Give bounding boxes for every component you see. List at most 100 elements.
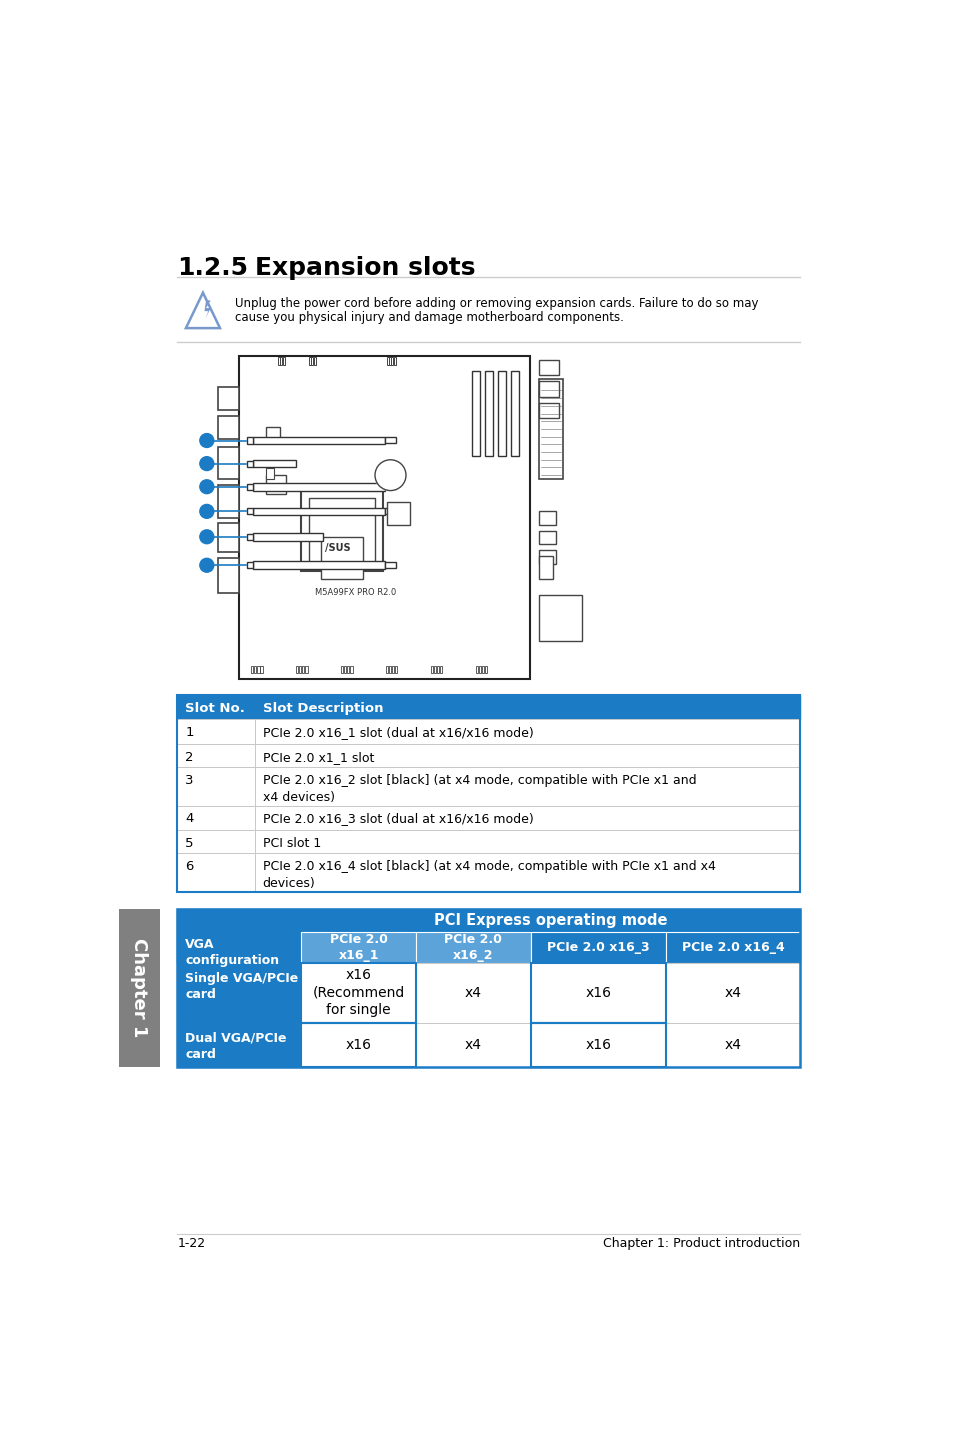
Text: Expansion slots: Expansion slots [254, 256, 475, 280]
FancyBboxPatch shape [266, 427, 280, 440]
Text: Single VGA/PCIe
card: Single VGA/PCIe card [185, 972, 298, 1001]
FancyBboxPatch shape [119, 173, 858, 1280]
FancyBboxPatch shape [177, 1022, 800, 1067]
Text: PCIe 2.0
x16_2: PCIe 2.0 x16_2 [444, 933, 502, 962]
FancyBboxPatch shape [538, 594, 581, 641]
FancyBboxPatch shape [385, 483, 395, 489]
Text: 4: 4 [185, 812, 193, 825]
Text: x16
(Recommend
for single: x16 (Recommend for single [313, 968, 404, 1017]
FancyBboxPatch shape [253, 483, 385, 490]
FancyBboxPatch shape [177, 695, 800, 719]
Text: PCI slot 1: PCI slot 1 [262, 837, 320, 850]
Text: PCI Express operating mode: PCI Express operating mode [434, 913, 667, 928]
FancyBboxPatch shape [253, 561, 385, 569]
FancyBboxPatch shape [253, 533, 323, 541]
Text: x4: x4 [464, 985, 481, 999]
FancyBboxPatch shape [538, 512, 556, 525]
FancyBboxPatch shape [472, 371, 479, 456]
FancyBboxPatch shape [177, 830, 800, 853]
FancyBboxPatch shape [301, 1022, 416, 1067]
FancyBboxPatch shape [538, 360, 558, 375]
FancyBboxPatch shape [177, 719, 800, 743]
Text: 1: 1 [185, 726, 193, 739]
FancyBboxPatch shape [217, 416, 239, 439]
FancyBboxPatch shape [177, 766, 800, 805]
Text: PCIe 2.0
x16_1: PCIe 2.0 x16_1 [330, 933, 387, 962]
FancyBboxPatch shape [665, 1022, 800, 1067]
FancyBboxPatch shape [217, 485, 239, 518]
Circle shape [375, 460, 406, 490]
Text: 1: 1 [203, 436, 210, 446]
FancyBboxPatch shape [217, 447, 239, 479]
FancyBboxPatch shape [385, 562, 395, 568]
Text: 6: 6 [185, 860, 193, 873]
Circle shape [199, 558, 213, 572]
FancyBboxPatch shape [177, 962, 800, 1022]
Text: 1.2.5: 1.2.5 [177, 256, 248, 280]
Text: 3: 3 [185, 774, 193, 787]
FancyBboxPatch shape [385, 437, 395, 443]
Text: x4: x4 [723, 1038, 740, 1053]
Text: PCIe 2.0 x1_1 slot: PCIe 2.0 x1_1 slot [262, 751, 374, 764]
FancyBboxPatch shape [484, 371, 493, 456]
Text: PCIe 2.0 x16_3: PCIe 2.0 x16_3 [546, 940, 649, 953]
Text: /SUS: /SUS [324, 544, 350, 554]
Text: 2: 2 [185, 751, 193, 764]
Text: PCIe 2.0 x16_4: PCIe 2.0 x16_4 [681, 940, 783, 953]
Text: Chapter 1: Chapter 1 [131, 939, 149, 1038]
Text: Chapter 1: Product introduction: Chapter 1: Product introduction [602, 1238, 800, 1251]
Text: Unplug the power cord before adding or removing expansion cards. Failure to do s: Unplug the power cord before adding or r… [235, 298, 759, 311]
FancyBboxPatch shape [247, 483, 253, 490]
FancyBboxPatch shape [386, 502, 410, 525]
Text: PCIe 2.0 x16_1 slot (dual at x16/x16 mode): PCIe 2.0 x16_1 slot (dual at x16/x16 mod… [262, 726, 533, 739]
FancyBboxPatch shape [253, 460, 295, 467]
FancyBboxPatch shape [385, 508, 395, 513]
Text: cause you physical injury and damage motherboard components.: cause you physical injury and damage mot… [235, 311, 623, 324]
FancyBboxPatch shape [217, 558, 239, 592]
FancyBboxPatch shape [177, 805, 800, 830]
FancyBboxPatch shape [217, 387, 239, 410]
FancyBboxPatch shape [177, 932, 800, 962]
Text: M5A99FX PRO R2.0: M5A99FX PRO R2.0 [314, 588, 395, 597]
FancyBboxPatch shape [247, 508, 253, 515]
FancyBboxPatch shape [665, 962, 800, 1022]
FancyBboxPatch shape [239, 355, 530, 679]
Text: x4: x4 [723, 985, 740, 999]
FancyBboxPatch shape [511, 371, 518, 456]
Text: Slot Description: Slot Description [262, 702, 383, 715]
Text: 6: 6 [203, 561, 210, 571]
FancyBboxPatch shape [320, 536, 363, 580]
FancyBboxPatch shape [247, 533, 253, 539]
Text: 2: 2 [203, 459, 210, 469]
FancyBboxPatch shape [266, 469, 274, 479]
FancyBboxPatch shape [177, 909, 301, 962]
Text: 4: 4 [203, 506, 210, 516]
FancyBboxPatch shape [416, 932, 530, 962]
FancyBboxPatch shape [217, 523, 239, 552]
FancyBboxPatch shape [177, 1022, 301, 1067]
Text: Slot No.: Slot No. [185, 702, 245, 715]
Text: PCIe 2.0 x16_2 slot [black] (at x4 mode, compatible with PCIe x1 and
x4 devices): PCIe 2.0 x16_2 slot [black] (at x4 mode,… [262, 774, 696, 804]
Text: 5: 5 [203, 532, 210, 542]
Text: x4: x4 [464, 1038, 481, 1053]
FancyBboxPatch shape [530, 962, 665, 1022]
FancyBboxPatch shape [177, 962, 301, 1022]
FancyBboxPatch shape [538, 531, 556, 545]
FancyBboxPatch shape [247, 460, 253, 467]
FancyBboxPatch shape [301, 962, 416, 1022]
FancyBboxPatch shape [266, 475, 286, 495]
FancyBboxPatch shape [177, 853, 800, 892]
FancyBboxPatch shape [309, 499, 375, 564]
Text: PCIe 2.0 x16_4 slot [black] (at x4 mode, compatible with PCIe x1 and x4
devices): PCIe 2.0 x16_4 slot [black] (at x4 mode,… [262, 860, 715, 890]
Text: x16: x16 [584, 985, 611, 999]
Text: 3: 3 [203, 482, 210, 492]
Text: 1-22: 1-22 [177, 1238, 205, 1251]
FancyBboxPatch shape [416, 1022, 530, 1067]
Text: VGA
configuration: VGA configuration [185, 938, 279, 966]
FancyBboxPatch shape [247, 562, 253, 568]
FancyBboxPatch shape [538, 380, 562, 479]
FancyBboxPatch shape [253, 508, 385, 515]
FancyBboxPatch shape [301, 932, 416, 962]
Polygon shape [204, 301, 211, 319]
FancyBboxPatch shape [538, 557, 553, 580]
